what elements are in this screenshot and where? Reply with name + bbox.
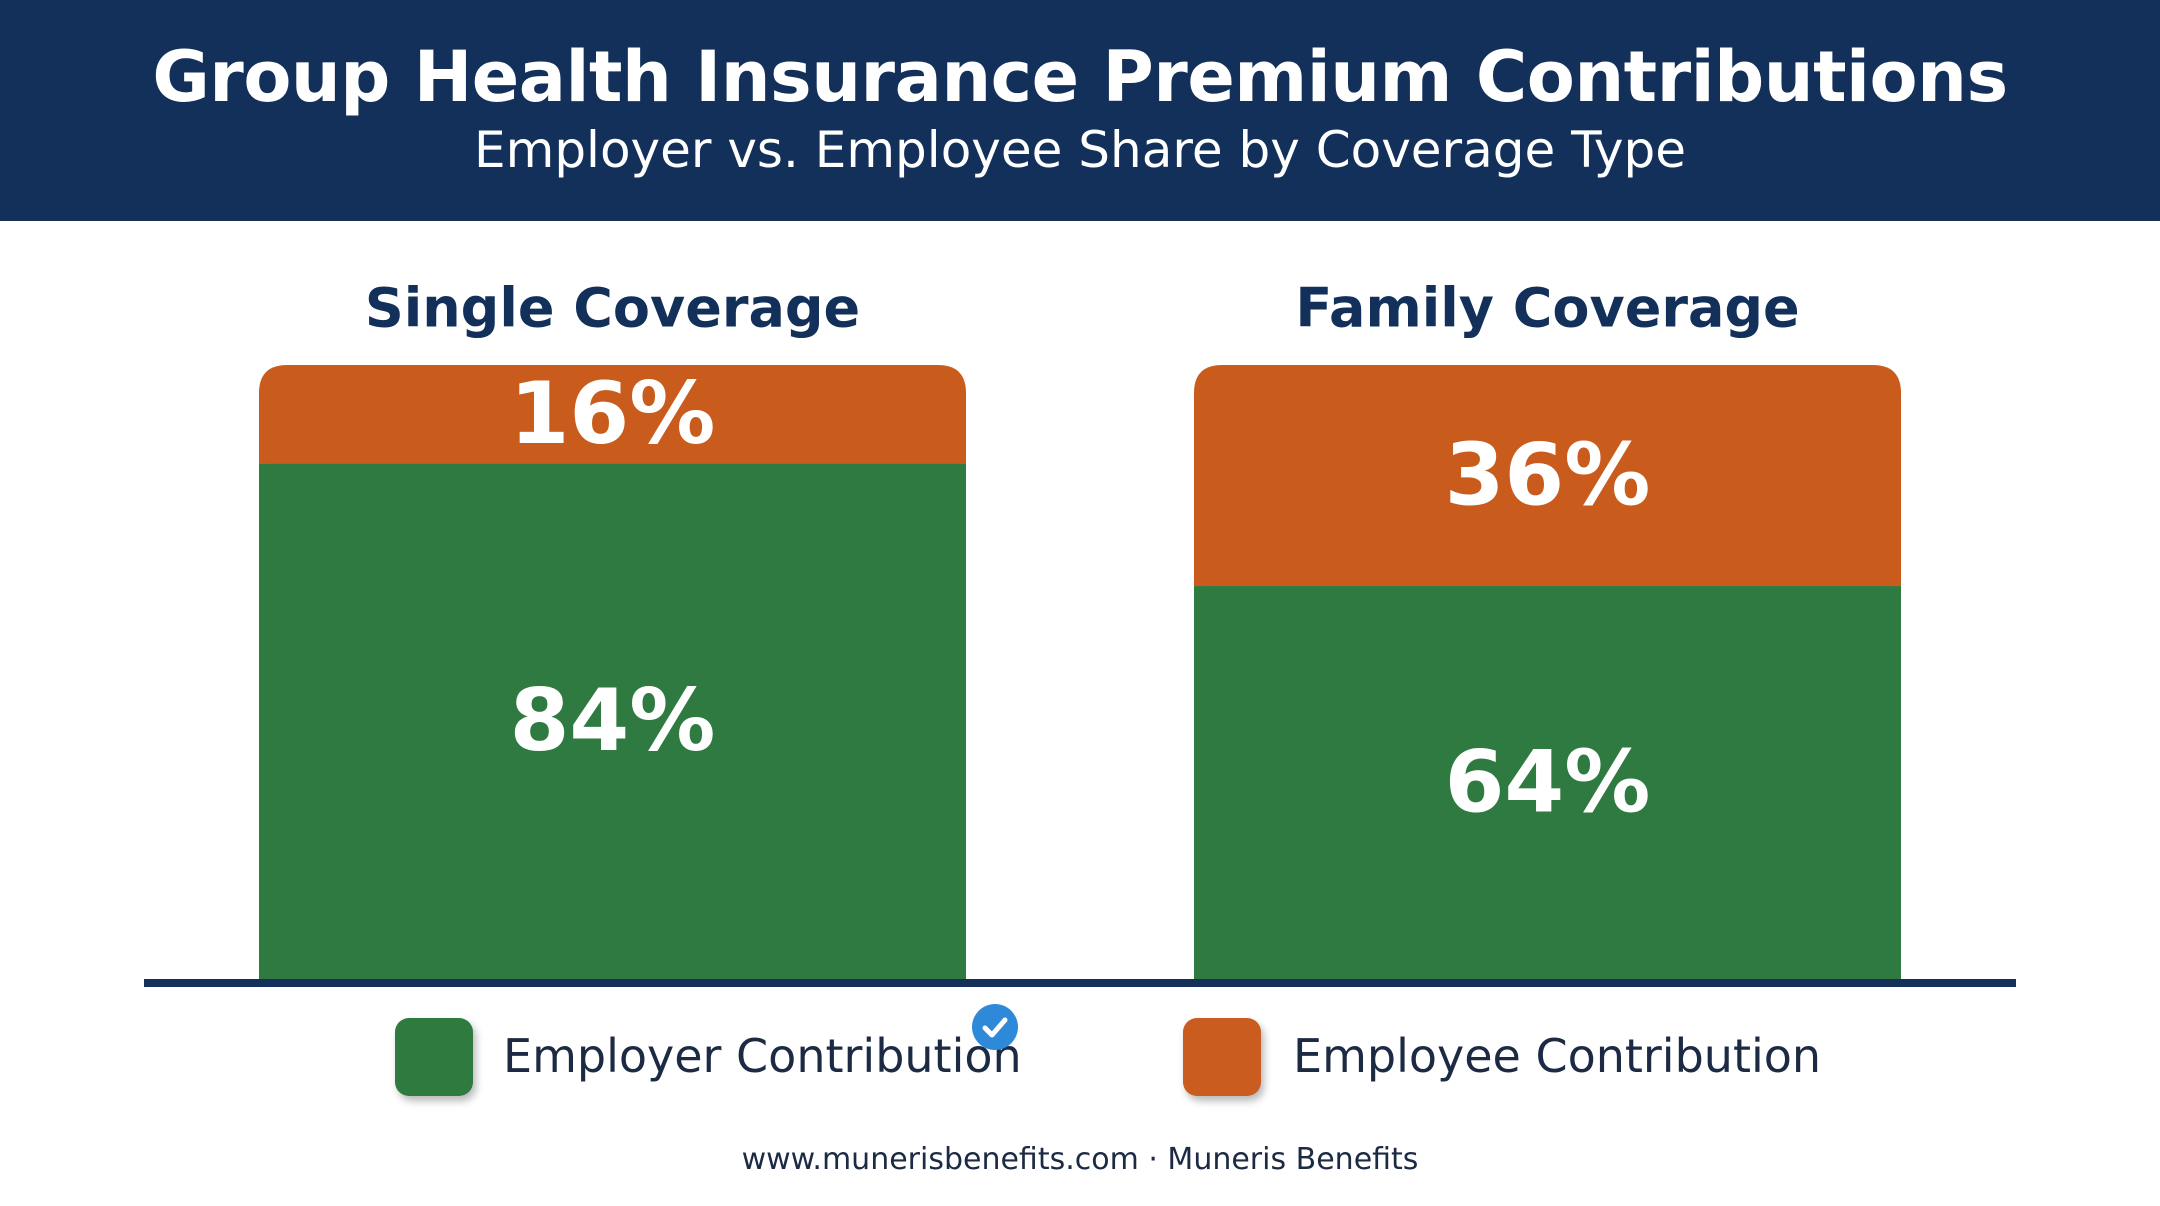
category-label: Family Coverage (1295, 277, 1799, 340)
category-label: Single Coverage (365, 277, 860, 340)
data-label-employer: 84% (510, 671, 716, 771)
bar-segment-employer (259, 463, 966, 979)
bar-group (1194, 365, 1901, 979)
data-label-employee: 16% (510, 364, 716, 464)
footer-credit: www.munerisbenefits.com · Muneris Benefi… (741, 1142, 1419, 1177)
legend-swatch-employee (1183, 1018, 1261, 1096)
bar-segment-employee (259, 365, 966, 464)
legend-label-employer: Employer Contribution (503, 1029, 1022, 1083)
verified-check-icon (972, 1004, 1018, 1050)
bars-layer (259, 365, 1901, 979)
bar-segment-employee (1194, 365, 1901, 587)
data-label-employee: 36% (1445, 426, 1651, 526)
chart-title: Group Health Insurance Premium Contribut… (152, 36, 2008, 118)
data-label-employer: 64% (1445, 733, 1651, 833)
labels-layer: 84% 16% Single Coverage 64% 36% Family Covera… (365, 277, 1800, 833)
bar-segment-employer (1194, 586, 1901, 979)
bar-group (259, 365, 966, 979)
legend-label-employee: Employee Contribution (1293, 1029, 1822, 1083)
header-banner: Group Health Insurance Premium Contribut… (0, 0, 2160, 221)
legend-swatch-employer (395, 1018, 473, 1096)
chart-subtitle: Employer vs. Employee Share by Coverage … (474, 121, 1686, 179)
